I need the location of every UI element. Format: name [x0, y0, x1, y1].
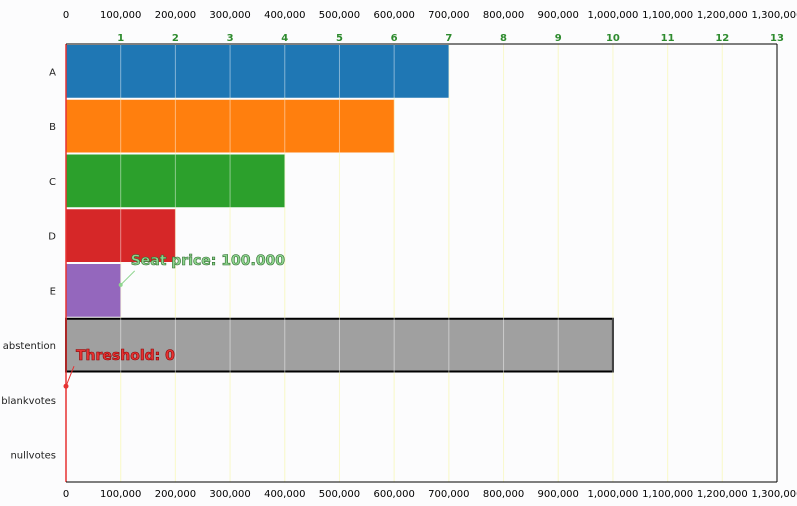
x-tick-bottom: 300,000	[209, 489, 250, 500]
seat-tick: 7	[445, 33, 452, 44]
seat-tick: 5	[336, 33, 343, 44]
seat-tick: 6	[391, 33, 398, 44]
threshold-label: Threshold: 0	[76, 348, 175, 364]
x-tick-top: 600,000	[373, 10, 414, 21]
seat-tick: 11	[661, 33, 675, 44]
x-tick-bottom: 600,000	[373, 489, 414, 500]
category-label: blankvotes	[1, 396, 56, 407]
seat-tick: 3	[227, 33, 234, 44]
seat-tick: 10	[606, 33, 620, 44]
x-tick-bottom: 1,000,000	[587, 489, 638, 500]
bar-D	[66, 209, 176, 262]
category-label: E	[50, 286, 56, 297]
x-tick-top: 500,000	[319, 10, 360, 21]
x-tick-bottom: 0	[63, 489, 69, 500]
x-tick-top: 1,300,000	[752, 10, 797, 21]
x-tick-top: 100,000	[100, 10, 141, 21]
category-label: A	[49, 67, 56, 78]
x-tick-bottom: 1,200,000	[697, 489, 748, 500]
x-tick-top: 700,000	[428, 10, 469, 21]
x-tick-top: 800,000	[483, 10, 524, 21]
category-label: abstention	[3, 341, 56, 352]
axis-layer: 0 0 100,000 100,000 200,000 200,000 300,000 300…	[1, 10, 797, 500]
seat-price-leader-line	[120, 270, 136, 286]
category-label: D	[48, 232, 56, 243]
seat-tick: 1	[117, 33, 124, 44]
x-tick-top: 300,000	[209, 10, 250, 21]
x-tick-bottom: 500,000	[319, 489, 360, 500]
seat-tick: 8	[500, 33, 507, 44]
x-tick-bottom: 200,000	[155, 489, 196, 500]
x-tick-top: 200,000	[155, 10, 196, 21]
bar-C	[66, 154, 285, 208]
threshold-marker	[63, 383, 69, 389]
threshold-leader-line	[65, 366, 75, 387]
category-label: B	[49, 122, 56, 133]
seat-price-marker	[118, 282, 123, 287]
x-tick-top: 1,200,000	[697, 10, 748, 21]
x-tick-bottom: 900,000	[538, 489, 579, 500]
x-tick-top: 900,000	[538, 10, 579, 21]
x-tick-top: 0	[63, 10, 69, 21]
seat-price-label: Seat price: 100.000	[131, 253, 286, 269]
x-tick-top: 400,000	[264, 10, 305, 21]
x-tick-top: 1,000,000	[587, 10, 638, 21]
x-tick-bottom: 1,300,000	[752, 489, 797, 500]
x-tick-bottom: 1,100,000	[642, 489, 693, 500]
x-tick-bottom: 700,000	[428, 489, 469, 500]
x-tick-bottom: 400,000	[264, 489, 305, 500]
seat-tick: 9	[555, 33, 562, 44]
category-label: nullvotes	[10, 451, 56, 462]
bars-layer	[65, 44, 778, 482]
annotation-layer: Seat price: 100.000 Threshold: 0	[63, 253, 286, 389]
bar-abstention	[65, 317, 614, 373]
seat-tick: 13	[770, 33, 784, 44]
seat-tick: 4	[281, 33, 288, 44]
bar-B	[66, 99, 395, 153]
seat-tick: 12	[715, 33, 729, 44]
x-tick-bottom: 100,000	[100, 489, 141, 500]
x-tick-bottom: 800,000	[483, 489, 524, 500]
x-tick-top: 1,100,000	[642, 10, 693, 21]
category-label: C	[49, 177, 56, 188]
bar-A	[66, 45, 449, 98]
bar-E	[66, 264, 121, 317]
frame-layer	[65, 43, 778, 483]
seat-tick: 2	[172, 33, 179, 44]
